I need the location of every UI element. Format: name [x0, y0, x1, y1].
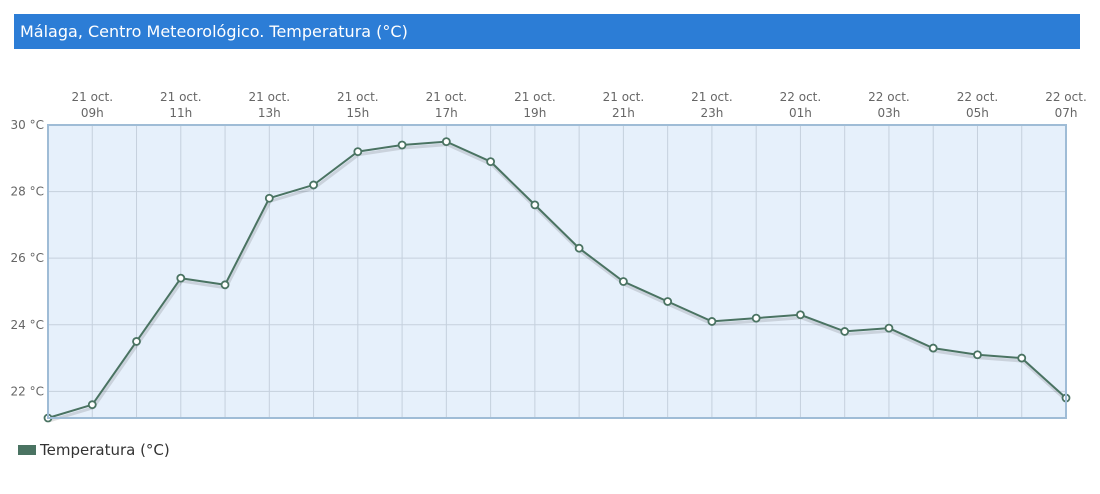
data-point[interactable]: [973, 350, 982, 360]
series-line: [47, 140, 1067, 419]
legend-swatch: [18, 445, 36, 455]
x-tick-label: 21 oct. 09h: [71, 90, 113, 120]
data-point[interactable]: [353, 147, 363, 157]
data-point[interactable]: [132, 337, 141, 346]
x-tick-label: 21 oct. 21h: [603, 90, 645, 120]
data-point[interactable]: [176, 273, 186, 283]
y-tick-label: 26 °C: [11, 251, 44, 265]
x-tick-label: 21 oct. 11h: [160, 90, 202, 120]
series-line-shadow: [48, 143, 1069, 423]
x-tick-label: 22 oct. 05h: [957, 90, 999, 120]
data-point[interactable]: [884, 323, 894, 333]
data-point[interactable]: [264, 193, 274, 203]
x-tick-label: 21 oct. 17h: [426, 90, 468, 120]
legend-label: Temperatura (°C): [40, 441, 170, 459]
data-point[interactable]: [663, 297, 673, 306]
data-point[interactable]: [751, 313, 761, 323]
x-tick-label: 22 oct. 07h: [1045, 90, 1087, 120]
x-tick-label: 21 oct. 15h: [337, 90, 379, 120]
y-tick-label: 22 °C: [11, 384, 44, 398]
x-tick-label: 22 oct. 01h: [780, 90, 822, 120]
axis-labels: 22 °C 24 °C 26 °C 28 °C 30 °C 21 oct. 09h 21 oc…: [11, 90, 1087, 398]
data-point[interactable]: [530, 200, 540, 210]
legend[interactable]: Temperatura (°C): [18, 440, 170, 460]
data-point[interactable]: [840, 327, 850, 336]
y-tick-label: 24 °C: [11, 318, 44, 332]
x-tick-label: 21 oct. 23h: [691, 90, 733, 120]
chart-title-bar: Málaga, Centro Meteorológico. Temperatur…: [14, 14, 1080, 49]
data-point[interactable]: [441, 137, 451, 147]
x-tick-label: 22 oct. 03h: [868, 90, 910, 120]
data-point[interactable]: [928, 343, 938, 353]
data-point[interactable]: [574, 243, 584, 253]
x-tick-label: 21 oct. 19h: [514, 90, 556, 120]
x-tick-label: 21 oct. 13h: [249, 90, 291, 120]
y-tick-label: 30 °C: [11, 118, 44, 132]
plot-area: [48, 125, 1066, 418]
plot-border: [47, 124, 1067, 419]
y-tick-label: 28 °C: [11, 185, 44, 199]
data-point[interactable]: [796, 310, 805, 320]
data-point[interactable]: [1017, 353, 1027, 363]
chart-title: Málaga, Centro Meteorológico. Temperatur…: [20, 22, 408, 41]
data-point[interactable]: [397, 140, 407, 150]
series-group: [43, 137, 1071, 423]
data-point[interactable]: [309, 180, 318, 190]
data-point[interactable]: [220, 280, 230, 290]
data-point[interactable]: [87, 400, 97, 410]
data-point[interactable]: [486, 157, 496, 167]
data-point[interactable]: [618, 277, 628, 286]
data-point[interactable]: [707, 317, 717, 326]
